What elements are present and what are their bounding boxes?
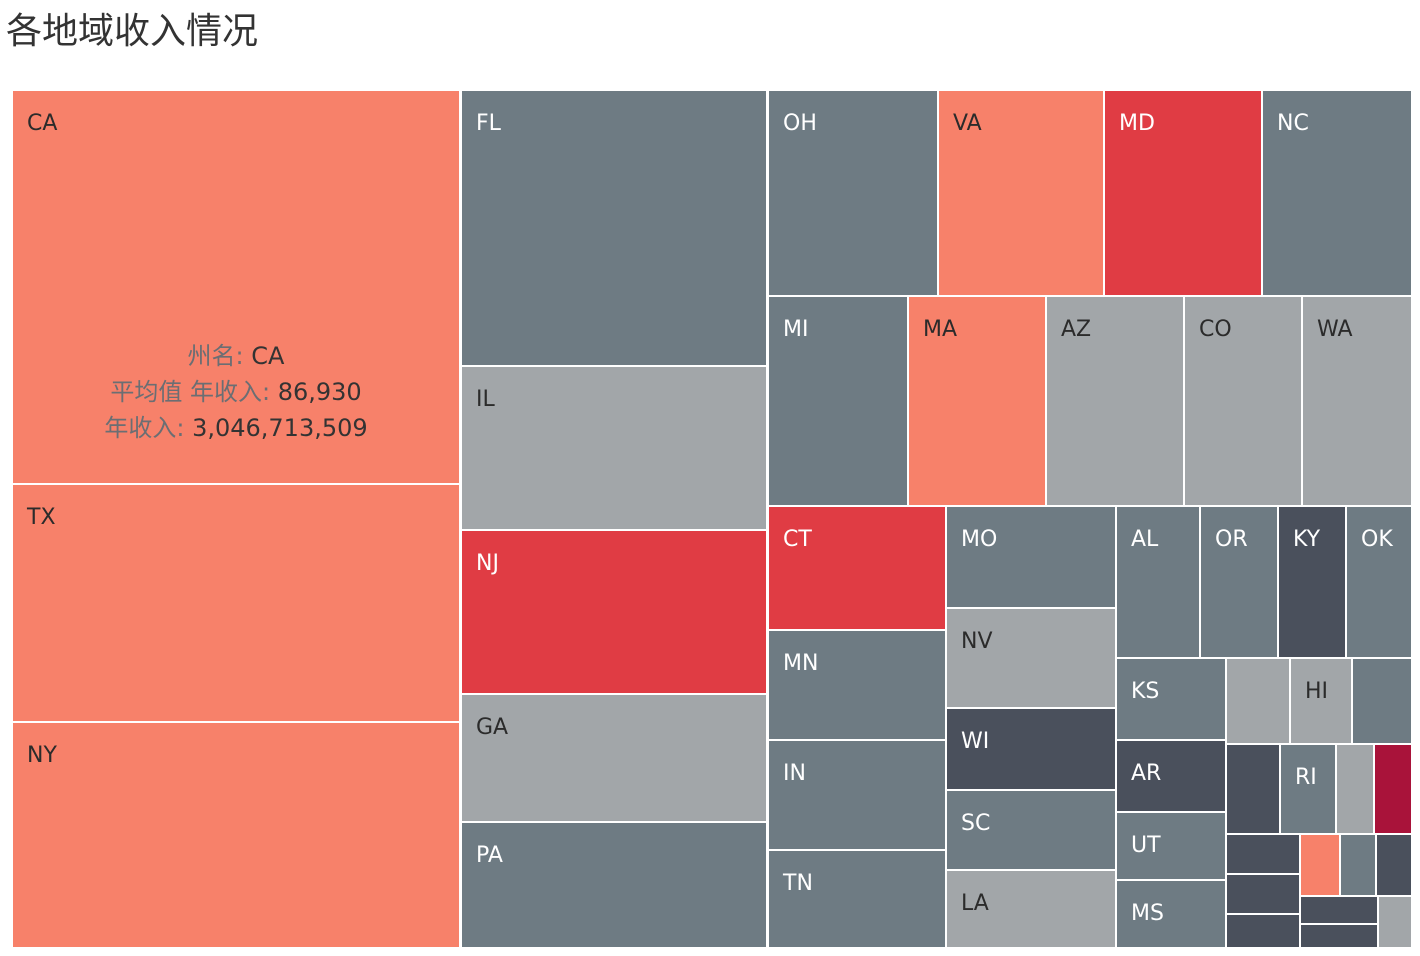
treemap-label-ct: CT (783, 527, 812, 552)
treemap-label-wi: WI (961, 729, 989, 754)
treemap-label-ga: GA (476, 715, 508, 740)
treemap-cell-co[interactable] (1183, 295, 1303, 507)
treemap-label-mi: MI (783, 317, 808, 342)
treemap-label-pa: PA (476, 843, 503, 868)
treemap-cell-nj[interactable] (460, 529, 768, 695)
treemap-label-ma: MA (923, 317, 957, 342)
treemap-cell-unlabeled-46[interactable] (1375, 833, 1413, 897)
treemap-cell-nc[interactable] (1261, 89, 1413, 297)
treemap-cell-ar[interactable] (1115, 739, 1227, 813)
treemap-cell-al[interactable] (1115, 505, 1201, 659)
treemap-cell-ca[interactable] (11, 89, 461, 485)
treemap-label-fl: FL (476, 111, 502, 136)
treemap-label-hi: HI (1305, 679, 1328, 704)
treemap-label-ny: NY (27, 743, 57, 768)
treemap-cell-md[interactable] (1103, 89, 1263, 297)
treemap-label-nc: NC (1277, 111, 1309, 136)
treemap-cell-unlabeled-43[interactable] (1225, 913, 1301, 949)
treemap-label-oh: OH (783, 111, 817, 136)
treemap-label-ri: RI (1295, 765, 1317, 790)
treemap-cell-unlabeled-48[interactable] (1299, 923, 1379, 949)
treemap-cell-tx[interactable] (11, 483, 461, 723)
treemap-label-mo: MO (961, 527, 997, 552)
treemap-label-ks: KS (1131, 679, 1159, 704)
treemap-cell-unlabeled-44[interactable] (1299, 833, 1341, 897)
treemap-label-ky: KY (1293, 527, 1321, 552)
treemap-label-ms: MS (1131, 901, 1164, 926)
treemap-label-mn: MN (783, 651, 818, 676)
treemap-cell-va[interactable] (937, 89, 1105, 297)
treemap-cell-unlabeled-49[interactable] (1377, 895, 1413, 949)
treemap-label-il: IL (476, 387, 495, 412)
treemap-label-ut: UT (1131, 833, 1161, 858)
treemap-cell-unlabeled-47[interactable] (1299, 895, 1379, 925)
chart-title: 各地域收入情况 (6, 11, 259, 52)
treemap-cell-ok[interactable] (1345, 505, 1413, 659)
treemap-cell-in[interactable] (767, 739, 947, 851)
treemap-label-va: VA (953, 111, 982, 136)
treemap-label-tn: TN (782, 871, 813, 896)
treemap-cell-unlabeled-40[interactable] (1373, 743, 1413, 835)
treemap-label-nj: NJ (476, 551, 499, 576)
treemap-cell-fl[interactable] (460, 89, 768, 367)
treemap-cell-hi[interactable] (1289, 657, 1353, 745)
treemap-label-az: AZ (1061, 317, 1091, 342)
treemap-label-wa: WA (1317, 317, 1353, 342)
treemap-cell-wa[interactable] (1301, 295, 1413, 507)
treemap-cell-tn[interactable] (767, 849, 947, 949)
treemap-cell-unlabeled-31[interactable] (1225, 657, 1291, 745)
treemap-cell-il[interactable] (460, 365, 768, 531)
treemap-label-or: OR (1215, 527, 1248, 552)
treemap-cell-oh[interactable] (767, 89, 939, 297)
treemap-label-tx: TX (26, 505, 56, 530)
treemap-cell-ks[interactable] (1115, 657, 1227, 741)
treemap-cell-ms[interactable] (1115, 879, 1227, 949)
treemap-label-ok: OK (1361, 527, 1393, 552)
treemap-cell-unlabeled-41[interactable] (1225, 833, 1301, 875)
treemap-cell-wi[interactable] (945, 707, 1117, 791)
treemap-label-la: LA (961, 891, 989, 916)
treemap-cell-mo[interactable] (945, 505, 1117, 609)
treemap-cell-ga[interactable] (460, 693, 768, 823)
treemap-cell-pa[interactable] (460, 821, 768, 949)
treemap-cell-unlabeled-39[interactable] (1335, 743, 1375, 835)
treemap-cell-or[interactable] (1199, 505, 1279, 659)
treemap-label-co: CO (1199, 317, 1232, 342)
treemap-cell-ny[interactable] (11, 721, 461, 949)
treemap-cell-unlabeled-42[interactable] (1225, 873, 1301, 915)
treemap-cell-ky[interactable] (1277, 505, 1347, 659)
treemap-label-nv: NV (961, 629, 993, 654)
treemap-cell-unlabeled-37[interactable] (1225, 743, 1281, 835)
treemap-cell-ct[interactable] (767, 505, 947, 631)
treemap-cell-az[interactable] (1045, 295, 1185, 507)
treemap-label-al: AL (1131, 527, 1159, 552)
treemap-label-ca: CA (27, 111, 57, 136)
treemap-label-in: IN (783, 761, 806, 786)
treemap-cell-unlabeled-33[interactable] (1351, 657, 1413, 745)
treemap-cell-nv[interactable] (945, 607, 1117, 709)
treemap-label-ar: AR (1131, 761, 1161, 786)
treemap-cell-la[interactable] (945, 869, 1117, 949)
treemap-label-sc: SC (961, 811, 990, 836)
treemap-cell-mn[interactable] (767, 629, 947, 741)
treemap-label-md: MD (1119, 111, 1155, 136)
treemap-cell-unlabeled-45[interactable] (1339, 833, 1377, 897)
